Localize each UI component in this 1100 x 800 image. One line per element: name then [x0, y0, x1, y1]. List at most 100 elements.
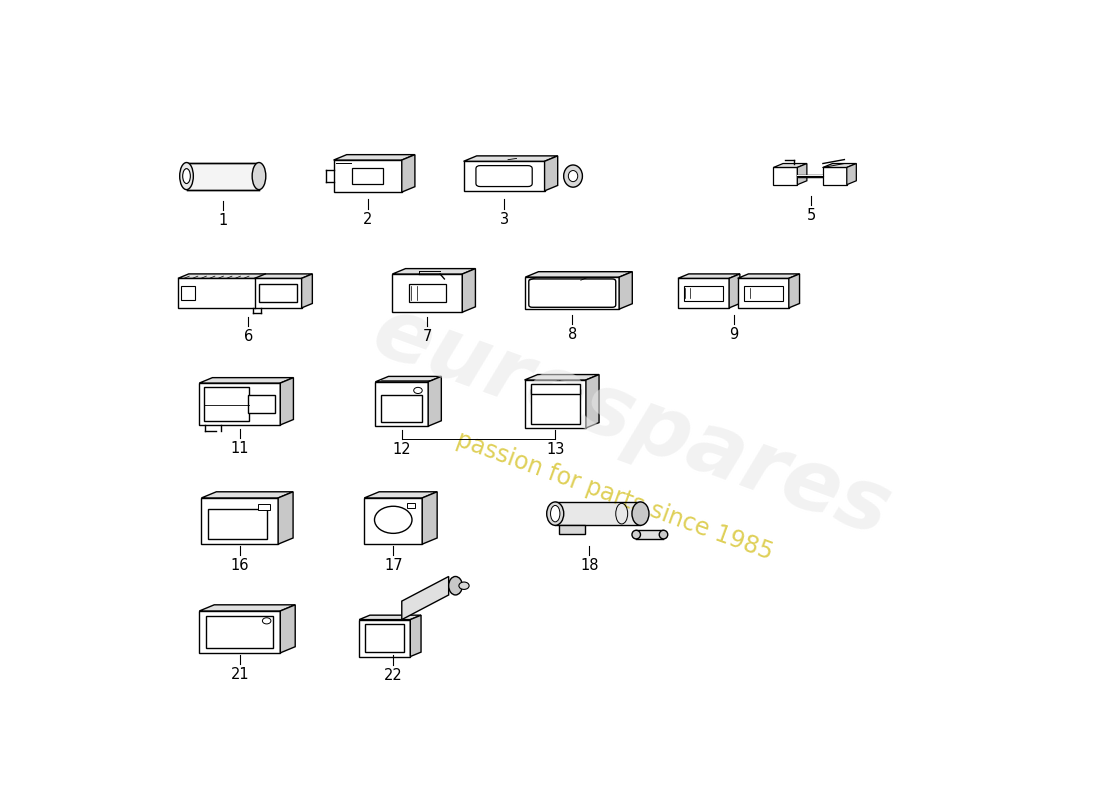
Polygon shape [359, 619, 410, 657]
Polygon shape [364, 492, 437, 498]
Text: 2: 2 [363, 212, 373, 227]
Polygon shape [333, 160, 402, 192]
Ellipse shape [449, 577, 462, 595]
Text: 8: 8 [568, 327, 576, 342]
Bar [248, 394, 275, 414]
Bar [257, 504, 270, 510]
Polygon shape [526, 277, 619, 309]
Bar [530, 384, 580, 394]
Bar [182, 286, 195, 300]
Bar [208, 509, 267, 539]
Ellipse shape [563, 165, 582, 187]
Ellipse shape [569, 170, 578, 182]
Bar [352, 168, 383, 184]
Polygon shape [402, 154, 415, 192]
Text: 5: 5 [806, 208, 815, 223]
Circle shape [459, 582, 469, 590]
Text: 3: 3 [499, 212, 508, 227]
Circle shape [374, 506, 412, 534]
Polygon shape [402, 577, 449, 619]
Text: passion for parts since 1985: passion for parts since 1985 [453, 428, 777, 565]
FancyBboxPatch shape [529, 279, 616, 307]
Text: 16: 16 [231, 558, 249, 573]
Bar [744, 286, 783, 301]
Polygon shape [525, 380, 586, 428]
Polygon shape [823, 167, 847, 185]
Polygon shape [178, 278, 301, 308]
Polygon shape [199, 378, 294, 383]
Polygon shape [789, 274, 800, 308]
Polygon shape [738, 274, 800, 278]
Bar [408, 284, 447, 302]
Text: 22: 22 [384, 668, 403, 682]
Bar [365, 624, 405, 652]
Polygon shape [280, 378, 294, 425]
Text: 18: 18 [580, 558, 598, 573]
Polygon shape [393, 274, 462, 312]
Bar [382, 394, 422, 422]
Ellipse shape [631, 530, 640, 539]
Polygon shape [678, 278, 729, 308]
Polygon shape [773, 167, 798, 185]
Ellipse shape [659, 530, 668, 539]
Polygon shape [560, 526, 585, 534]
Polygon shape [301, 274, 312, 308]
Bar [206, 616, 274, 648]
Polygon shape [280, 605, 295, 653]
Ellipse shape [632, 502, 649, 526]
Polygon shape [359, 615, 421, 619]
Polygon shape [823, 163, 856, 167]
Bar [636, 530, 663, 539]
Polygon shape [463, 162, 544, 191]
FancyBboxPatch shape [476, 166, 532, 186]
Text: 9: 9 [729, 327, 739, 342]
Polygon shape [847, 163, 856, 185]
Polygon shape [201, 498, 278, 544]
Text: 7: 7 [422, 329, 432, 344]
Polygon shape [526, 272, 632, 277]
Ellipse shape [550, 506, 560, 522]
Polygon shape [178, 274, 312, 278]
Polygon shape [738, 278, 789, 308]
Text: 1: 1 [218, 213, 228, 228]
Polygon shape [199, 605, 295, 611]
Polygon shape [201, 492, 293, 498]
Bar [684, 286, 723, 301]
Text: 6: 6 [244, 329, 253, 344]
Polygon shape [586, 374, 600, 428]
Bar [205, 387, 249, 421]
Polygon shape [525, 374, 600, 380]
Ellipse shape [179, 162, 194, 190]
Polygon shape [428, 377, 441, 426]
Ellipse shape [547, 502, 563, 526]
Polygon shape [364, 498, 422, 544]
Polygon shape [187, 162, 258, 190]
Polygon shape [333, 154, 415, 160]
Polygon shape [773, 163, 807, 167]
Text: 11: 11 [231, 441, 249, 456]
Polygon shape [199, 611, 280, 653]
Polygon shape [375, 382, 428, 426]
Polygon shape [544, 156, 558, 191]
Polygon shape [278, 492, 293, 544]
Polygon shape [410, 615, 421, 657]
Polygon shape [798, 163, 807, 185]
Text: eurospares: eurospares [362, 290, 902, 554]
Ellipse shape [183, 169, 190, 183]
Polygon shape [393, 269, 475, 274]
Bar [530, 389, 580, 424]
Text: 13: 13 [546, 442, 564, 457]
Text: 12: 12 [393, 442, 411, 457]
Polygon shape [199, 383, 280, 425]
Polygon shape [678, 274, 740, 278]
Text: 21: 21 [231, 667, 249, 682]
Text: 17: 17 [384, 558, 403, 573]
Polygon shape [463, 156, 558, 162]
Bar [258, 285, 297, 302]
Ellipse shape [252, 162, 266, 190]
Bar [556, 502, 640, 526]
Polygon shape [462, 269, 475, 312]
Polygon shape [375, 377, 441, 382]
Polygon shape [422, 492, 437, 544]
Polygon shape [619, 272, 632, 309]
